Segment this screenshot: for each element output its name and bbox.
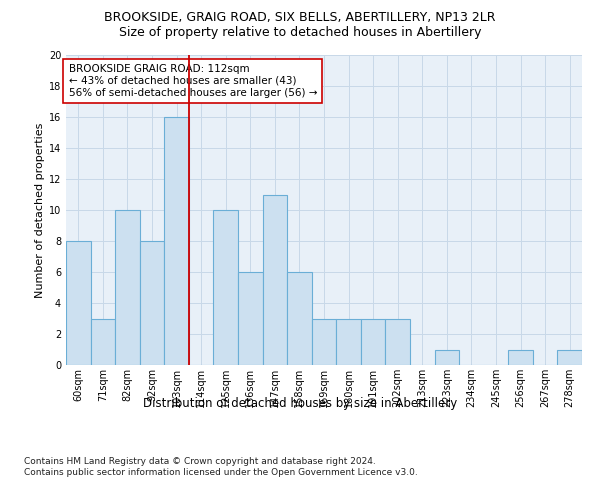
Bar [91,318,115,365]
Text: BROOKSIDE GRAIG ROAD: 112sqm
← 43% of detached houses are smaller (43)
56% of se: BROOKSIDE GRAIG ROAD: 112sqm ← 43% of de… [68,64,317,98]
Text: Contains HM Land Registry data © Crown copyright and database right 2024.
Contai: Contains HM Land Registry data © Crown c… [24,458,418,477]
Bar [214,210,238,365]
Bar [238,272,263,365]
Bar [385,318,410,365]
Bar [263,194,287,365]
Bar [557,350,582,365]
Bar [361,318,385,365]
Bar [508,350,533,365]
Bar [164,117,189,365]
Bar [336,318,361,365]
Bar [140,241,164,365]
Bar [312,318,336,365]
Y-axis label: Number of detached properties: Number of detached properties [35,122,44,298]
Bar [287,272,312,365]
Bar [66,241,91,365]
Text: Size of property relative to detached houses in Abertillery: Size of property relative to detached ho… [119,26,481,39]
Bar [434,350,459,365]
Text: BROOKSIDE, GRAIG ROAD, SIX BELLS, ABERTILLERY, NP13 2LR: BROOKSIDE, GRAIG ROAD, SIX BELLS, ABERTI… [104,12,496,24]
Text: Distribution of detached houses by size in Abertillery: Distribution of detached houses by size … [143,398,457,410]
Bar [115,210,140,365]
